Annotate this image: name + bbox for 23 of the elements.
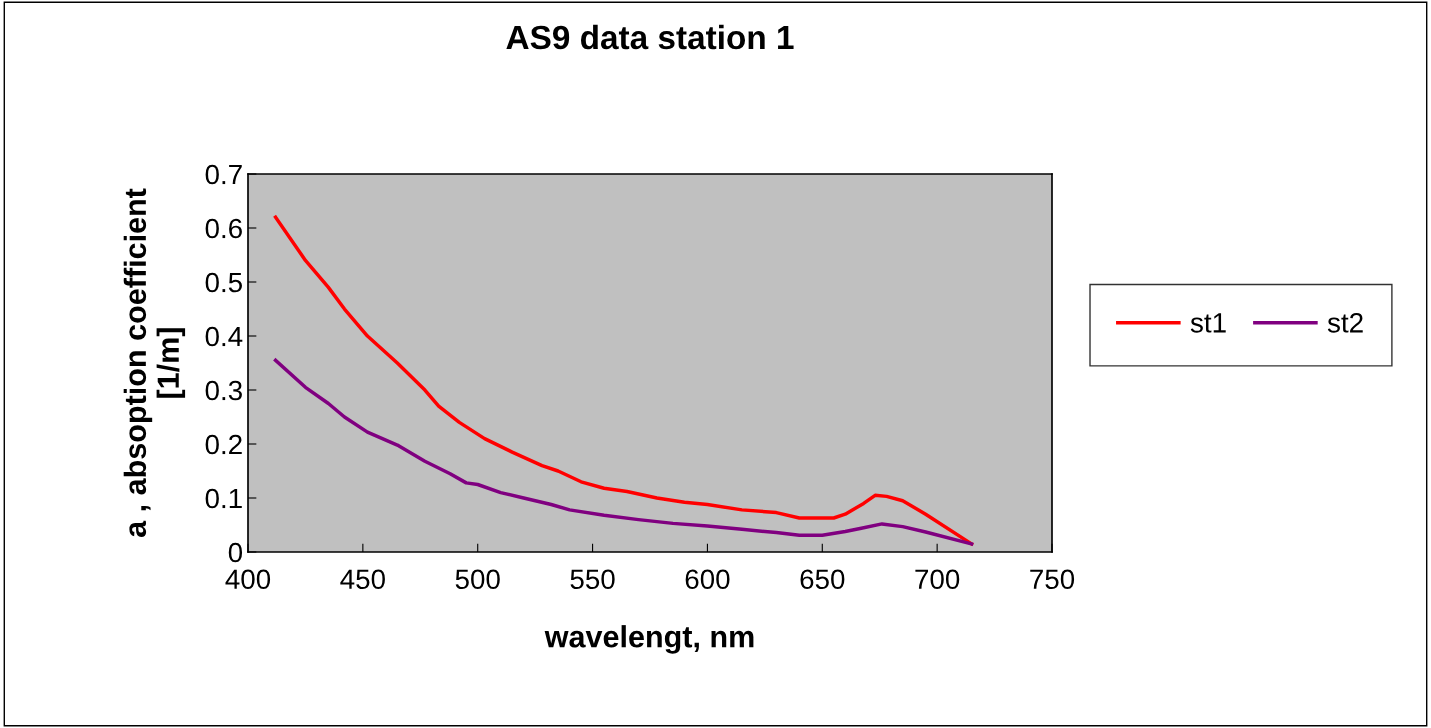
y-tick-label: 0.7 [205, 164, 242, 185]
legend-label: st2 [1327, 312, 1363, 333]
y-tick-label: 0.5 [205, 272, 242, 293]
x-axis-title: wavelengt, nm [544, 625, 754, 654]
y-tick-label: 0.1 [205, 488, 242, 509]
y-tick-label: 0.4 [205, 326, 243, 347]
x-tick-label: 700 [915, 569, 960, 590]
x-tick-label: 750 [1030, 569, 1075, 590]
y-axis-title: a , absoption coefficient [1/m] [123, 188, 186, 537]
x-tick-label: 500 [455, 569, 500, 590]
y-tick-label: 0.6 [205, 218, 242, 239]
chart-title: AS9 data station 1 [506, 24, 794, 50]
y-tick-label: 0 [228, 542, 243, 563]
x-tick-label: 450 [340, 569, 385, 590]
legend-label: st1 [1190, 313, 1226, 333]
x-tick-label: 650 [800, 569, 845, 590]
y-tick-label: 0.2 [205, 434, 242, 455]
y-tick-label: 0.3 [205, 380, 242, 401]
line-series [273, 358, 974, 546]
x-tick-label: 600 [685, 569, 730, 590]
x-tick-label: 550 [570, 569, 615, 590]
line-series [273, 215, 974, 546]
x-tick-label: 400 [225, 569, 271, 590]
